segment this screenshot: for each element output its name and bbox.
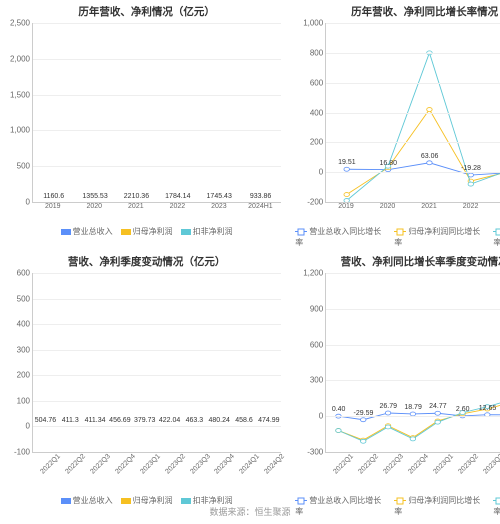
chart-grid: 历年营收、净利情况（亿元） 1160.61355.532210.361784.1…	[0, 0, 500, 500]
legend: 营业总收入同比增长率 归母净利润同比增长率 扣非净利润同比增长率	[295, 226, 500, 248]
legend-item: 扣非净利润	[181, 495, 233, 506]
legend: 营业总收入 归母净利润 扣非净利润	[2, 495, 291, 506]
legend-item: 归母净利润	[121, 495, 173, 506]
chart-area: 504.76411.3411.34456.69379.73422.04463.3…	[32, 273, 281, 453]
legend-item: 扣非净利润同比增长率	[493, 226, 500, 248]
chart-area: -30003006009001,2000.40-29.5926.7918.792…	[325, 273, 500, 453]
chart-title: 历年营收、净利情况（亿元）	[2, 4, 291, 19]
panel-annual-revenue: 历年营收、净利情况（亿元） 1160.61355.532210.361784.1…	[0, 0, 293, 250]
legend-item: 扣非净利润	[181, 226, 233, 237]
chart-title: 历年营收、净利同比增长率情况（%）	[295, 4, 500, 19]
chart-title: 营收、净利季度变动情况（亿元）	[2, 254, 291, 269]
legend-item: 营业总收入	[61, 495, 113, 506]
x-axis-labels: 201920202021202220232024H1	[325, 203, 500, 210]
panel-quarterly-growth: 营收、净利同比增长率季度变动情况（%） -30003006009001,2000…	[293, 250, 500, 519]
legend: 营业总收入同比增长率 归母净利润同比增长率 扣非净利润同比增长率	[295, 495, 500, 517]
legend-item: 归母净利润同比增长率	[394, 495, 485, 517]
chart-area: 1160.61355.532210.361784.141745.43933.86…	[32, 23, 281, 203]
chart-title: 营收、净利同比增长率季度变动情况（%）	[295, 254, 500, 269]
x-axis-labels: 201920202021202220232024H1	[32, 203, 281, 210]
legend-item: 营业总收入同比增长率	[295, 495, 386, 517]
legend-item: 归母净利润	[121, 226, 173, 237]
panel-quarterly-revenue: 营收、净利季度变动情况（亿元） 504.76411.3411.34456.693…	[0, 250, 293, 519]
legend-item: 营业总收入	[61, 226, 113, 237]
legend-item: 归母净利润同比增长率	[394, 226, 485, 248]
legend-item: 营业总收入同比增长率	[295, 226, 386, 248]
legend-item: 扣非净利润同比增长率	[493, 495, 500, 517]
chart-area: -20002004006008001,00019.5116.8063.06-19…	[325, 23, 500, 203]
legend: 营业总收入 归母净利润 扣非净利润	[2, 226, 291, 237]
panel-annual-growth: 历年营收、净利同比增长率情况（%） -20002004006008001,000…	[293, 0, 500, 250]
x-axis-labels: 2022Q12022Q22022Q32022Q42023Q12023Q22023…	[325, 453, 500, 473]
x-axis-labels: 2022Q12022Q22022Q32022Q42023Q12023Q22023…	[32, 453, 281, 473]
